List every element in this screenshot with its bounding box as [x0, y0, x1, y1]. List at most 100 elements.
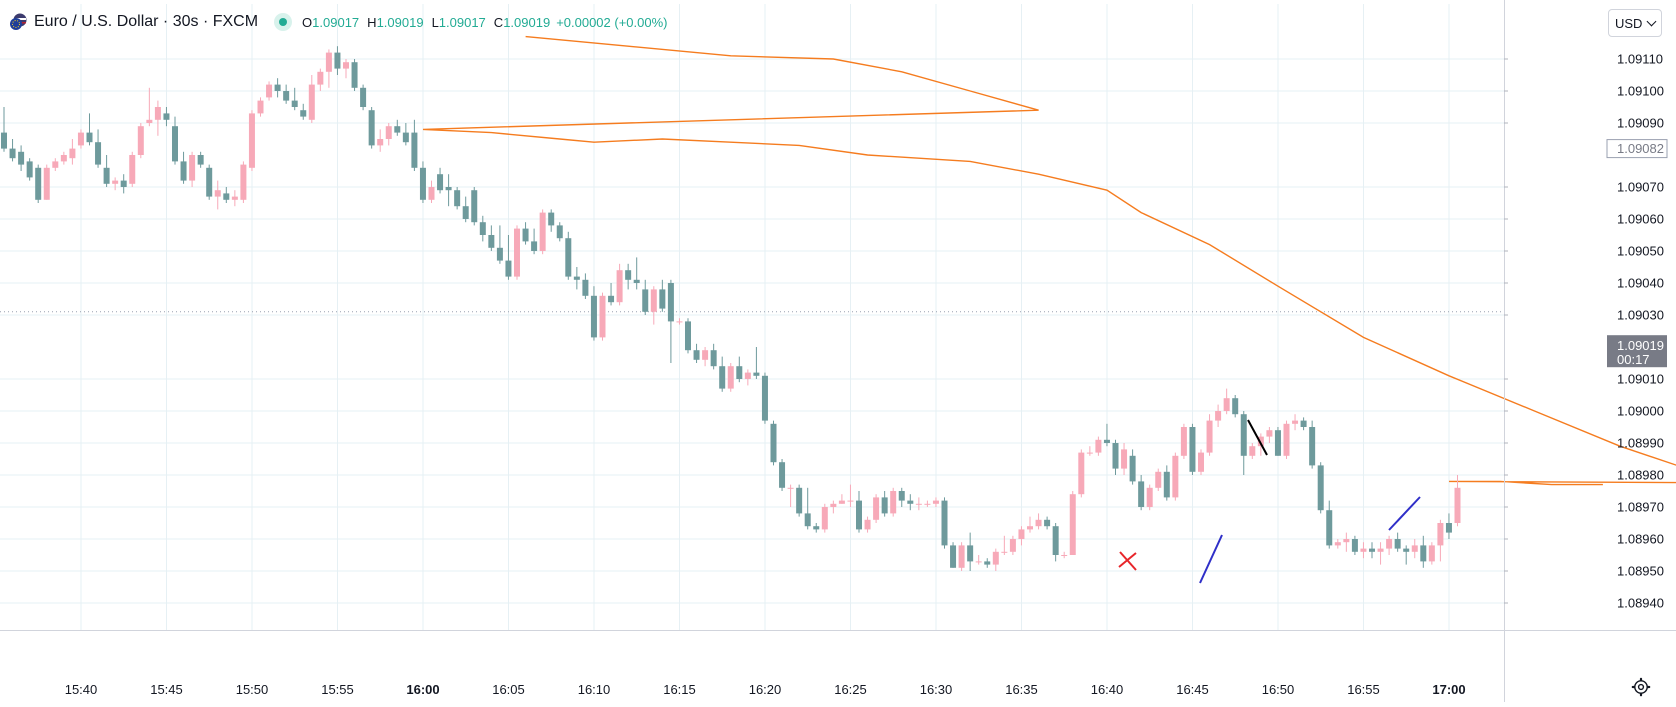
candle-up: [257, 100, 264, 114]
candle-down: [437, 174, 444, 191]
candle-up: [1180, 427, 1187, 456]
candle-down: [633, 279, 640, 283]
candle-down: [488, 235, 495, 248]
candle-down: [95, 142, 102, 165]
candle-up: [1377, 548, 1384, 552]
candle-up: [1027, 526, 1033, 530]
y-tick-label: 1.08960: [1617, 532, 1664, 547]
candle-up: [214, 190, 221, 197]
symbol-title[interactable]: Euro / U.S. Dollar · 30s · FXCM: [34, 13, 259, 30]
candle-up: [702, 350, 709, 360]
y-tick-label: 1.09100: [1617, 84, 1664, 99]
candle-up: [1078, 452, 1085, 495]
candle-down: [402, 132, 409, 143]
candle-down: [693, 350, 700, 360]
high-value: 1.09019: [376, 14, 424, 30]
open-value: 1.09017: [312, 14, 360, 30]
x-tick-label: 16:05: [492, 682, 525, 697]
candle-down: [685, 321, 691, 351]
low-value: 1.09017: [438, 14, 486, 30]
candle-up: [1018, 529, 1025, 539]
x-tick-label: 16:35: [1005, 682, 1038, 697]
candle-up: [599, 295, 606, 338]
candle-down: [1, 132, 7, 149]
chevron-down-icon: [1646, 16, 1657, 27]
candle-up: [1283, 423, 1290, 456]
candle-down: [283, 91, 290, 101]
candle-down: [120, 180, 127, 187]
y-tick-label: 1.08990: [1617, 436, 1664, 451]
candle-down: [608, 295, 615, 303]
x-tick-label: 16:45: [1176, 682, 1209, 697]
candle-up: [60, 155, 67, 162]
candle-up: [1095, 439, 1102, 453]
candle-down: [172, 126, 178, 162]
candle-down: [471, 190, 478, 223]
candle-up: [1249, 446, 1256, 456]
candle-up: [1334, 542, 1341, 546]
candle-down: [368, 110, 375, 146]
blue-trend-line-1[interactable]: [1199, 534, 1223, 584]
grid-lines: [0, 4, 1504, 630]
candle-up: [129, 155, 136, 184]
candle-down: [1274, 430, 1281, 456]
eurusd-flag-icon[interactable]: [8, 12, 28, 32]
candle-down: [1351, 539, 1358, 552]
currency-selector[interactable]: USD: [1608, 9, 1662, 37]
x-tick-label: 16:50: [1262, 682, 1295, 697]
candle-up: [43, 167, 50, 200]
candle-up: [616, 270, 623, 303]
candle-down: [462, 206, 469, 219]
candle-up: [377, 139, 384, 146]
y-tick-label: 1.08980: [1617, 468, 1664, 483]
candle-up: [325, 52, 332, 72]
candle-up: [1086, 452, 1093, 454]
candle-down: [1326, 510, 1333, 546]
candle-down: [454, 190, 461, 207]
candle-up: [69, 148, 76, 159]
candle-down: [35, 167, 42, 200]
red-x-marker[interactable]: [1119, 551, 1137, 571]
candle-up: [727, 366, 734, 389]
red-x-marker[interactable]: [1118, 552, 1137, 568]
candle-down: [582, 279, 589, 296]
x-tick-label: 16:55: [1347, 682, 1380, 697]
candle-down: [18, 151, 25, 165]
y-tick-label: 1.09070: [1617, 180, 1664, 195]
blue-trend-line-2[interactable]: [1388, 496, 1421, 531]
candle-up: [1061, 555, 1068, 556]
y-tick-label: 1.09010: [1617, 372, 1664, 387]
candle-down: [531, 241, 538, 251]
candle-up: [1437, 523, 1444, 546]
settings-gear-icon[interactable]: [1630, 676, 1652, 698]
candle-down: [26, 161, 33, 178]
candle-down: [1112, 443, 1119, 469]
candle-up: [1035, 519, 1042, 527]
candle-down: [710, 350, 717, 367]
candle-down: [1394, 539, 1401, 549]
candle-up: [514, 228, 520, 277]
candle-down: [556, 225, 563, 239]
candle-down: [1309, 427, 1316, 466]
candle-down: [1103, 439, 1110, 443]
candle-down: [274, 84, 281, 91]
y-tick-label: 1.09110: [1617, 52, 1663, 67]
y-tick-label: 1.08950: [1617, 564, 1664, 579]
y-tick-label: 1.08940: [1617, 596, 1664, 611]
candle-down: [505, 260, 512, 277]
candle-down: [1403, 548, 1410, 552]
x-tick-label: 16:20: [749, 682, 782, 697]
candle-up: [864, 519, 871, 530]
candle-up: [1069, 494, 1076, 555]
candle-down: [291, 100, 298, 107]
candle-up: [77, 132, 84, 146]
candle-up: [873, 497, 880, 520]
candle-down: [1317, 465, 1324, 511]
candle-up: [52, 161, 59, 168]
candle-down: [9, 148, 16, 159]
black-trend-line[interactable]: [1247, 419, 1268, 456]
x-tick-label: 16:15: [663, 682, 696, 697]
x-tick-label: 16:00: [406, 682, 439, 697]
